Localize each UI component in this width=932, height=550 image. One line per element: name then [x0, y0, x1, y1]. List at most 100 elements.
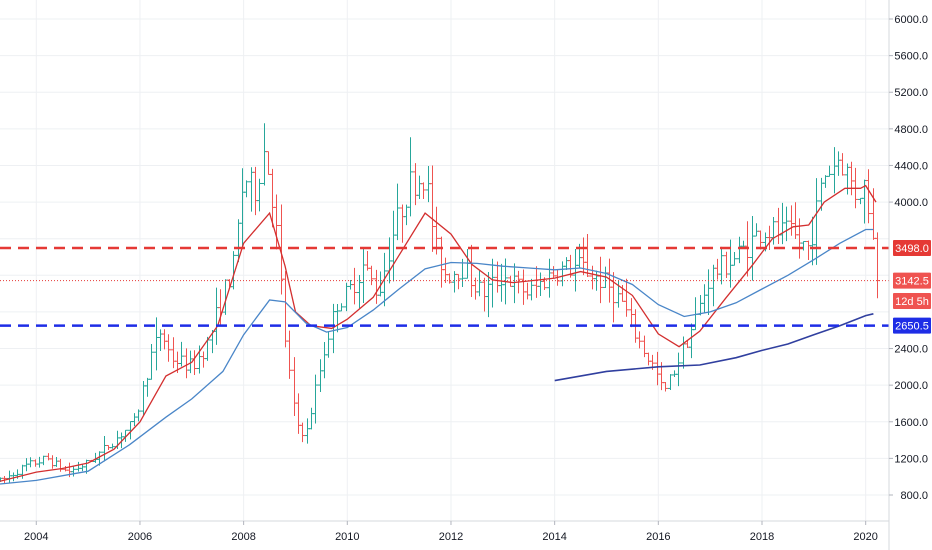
badge-label: 2650.5 [895, 321, 929, 333]
price-badges: 3498.0 3142.5 12d 5h 2650.5 [893, 240, 931, 334]
ohlc-bar [171, 337, 176, 368]
ohlc-bar [201, 351, 206, 367]
ohlc-bar [840, 153, 845, 175]
ohlc-bar [166, 334, 171, 362]
ohlc-bar [814, 178, 819, 265]
ohlc-bar [750, 216, 755, 281]
ohlc-bar [395, 184, 400, 240]
y-tick-label: 4800.0 [894, 124, 928, 136]
ohlc-bar [313, 375, 318, 424]
badge-label: 3498.0 [895, 243, 929, 255]
ohlc-bar [357, 275, 362, 308]
ohlc-bar [560, 261, 565, 286]
ohlc-bar [158, 329, 163, 351]
ohlc-bar [421, 182, 426, 199]
price-badge: 12d 5h [893, 293, 931, 309]
y-tick-label: 4000.0 [894, 197, 928, 209]
ohlc-bar [564, 257, 569, 270]
ohlc-bar [326, 331, 331, 357]
ohlc-bar [849, 162, 854, 196]
ohlc-bar [344, 283, 349, 311]
ohlc-bar [335, 304, 340, 332]
ohlc-bar [192, 350, 197, 375]
ohlc-bar [287, 331, 292, 379]
ohlc-bar [598, 257, 603, 303]
y-tick-label: 1600.0 [894, 417, 928, 429]
ohlc-bar [499, 264, 504, 302]
ohlc-bar [637, 331, 642, 348]
ohlc-bar [793, 202, 798, 239]
ohlc-bar [339, 303, 344, 311]
ohlc-bar [525, 283, 530, 300]
ohlc-bar [7, 471, 12, 483]
ohlc-bar [292, 357, 297, 416]
ohlc-bar [521, 269, 526, 304]
ohlc-bar [71, 466, 76, 477]
ohlc-bar [162, 329, 167, 349]
ohlc-bar [512, 263, 517, 303]
ohlc-bar [404, 205, 409, 225]
ohlc-bar [590, 266, 595, 290]
ohlc-bar [534, 266, 539, 298]
ohlc-bar [76, 462, 81, 472]
ohlc-bar [249, 167, 254, 211]
ohlc-bar [676, 353, 681, 387]
x-tick-label: 2012 [439, 531, 463, 543]
x-axis[interactable]: 2004 2006 2008 2010 2012 2014 2016 2018 2020 [24, 521, 878, 543]
ohlc-bar [417, 176, 422, 199]
ohlc-bar [110, 444, 115, 449]
ohlc-bar [672, 370, 677, 377]
x-tick-label: 2006 [128, 531, 152, 543]
x-tick-label: 2008 [231, 531, 255, 543]
x-tick-label: 2014 [542, 531, 566, 543]
badge-label: 3142.5 [895, 276, 929, 288]
ohlc-bar [266, 152, 271, 175]
price-badge: 2650.5 [893, 318, 931, 334]
ohlc-bar [715, 259, 720, 280]
ohlc-bar [780, 203, 785, 244]
ohlc-bar [102, 436, 107, 462]
ohlc-bar [322, 342, 327, 378]
ohlc-bar [789, 205, 794, 235]
ohlc-bar [365, 251, 370, 271]
ohlc-bar [832, 147, 837, 193]
y-tick-label: 2000.0 [894, 380, 928, 392]
x-tick-label: 2004 [24, 531, 48, 543]
ohlc-bar [806, 241, 811, 260]
ohlc-bar [490, 259, 495, 308]
series-line-ma-short [0, 186, 876, 482]
ohlc-bar [145, 378, 150, 397]
ohlc-bar [400, 204, 405, 242]
ohlc-bar [58, 459, 63, 472]
ohlc-bar [508, 276, 513, 287]
ohlc-bar [300, 423, 305, 443]
ohlc-bar [482, 278, 487, 312]
ohlc-bar [732, 252, 737, 265]
y-tick-label: 2400.0 [894, 344, 928, 356]
ohlc-bar [309, 408, 314, 430]
x-tick-label: 2018 [750, 531, 774, 543]
ohlc-bar [866, 169, 871, 223]
ohlc-bar [253, 167, 258, 215]
ohlc-bar [257, 179, 262, 212]
y-axis[interactable]: 800.0 1200.0 1600.0 2000.0 2400.0 4000.0 4400.… [889, 14, 928, 502]
y-tick-label: 6000.0 [894, 14, 928, 26]
ohlc-bar [439, 237, 444, 288]
series-line-ma-long [555, 314, 874, 381]
ohlc-bar [629, 298, 634, 327]
ohlc-bar [875, 232, 880, 298]
ohlc-bar [585, 234, 590, 277]
ohlc-bar [283, 271, 288, 347]
ohlc-bar [296, 393, 301, 433]
ohlc-bar [469, 245, 474, 297]
ohlc-bar [529, 279, 534, 301]
ohlc-bar [836, 151, 841, 176]
ohlc-bar [754, 223, 759, 236]
ohlc-bar [413, 163, 418, 205]
y-tick-label: 5200.0 [894, 87, 928, 99]
ohlc-bar [810, 217, 815, 265]
ohlc-bar [33, 459, 38, 466]
ohlc-bar [244, 180, 249, 197]
x-tick-label: 2020 [853, 531, 877, 543]
